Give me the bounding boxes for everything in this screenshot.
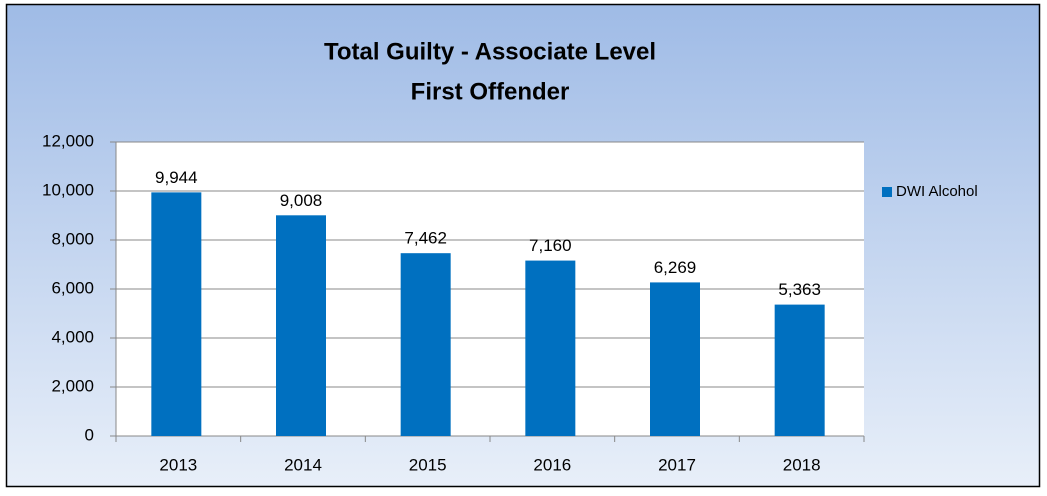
- x-tick-label: 2014: [284, 455, 322, 474]
- value-label: 6,269: [654, 258, 697, 277]
- chart-title: Total Guilty - Associate Level: [324, 38, 656, 65]
- bar: [276, 215, 326, 436]
- bar: [151, 192, 202, 436]
- value-label: 7,462: [404, 229, 447, 248]
- y-tick-label: 0: [85, 425, 94, 444]
- x-tick-label: 2016: [533, 455, 571, 474]
- value-label: 9,944: [155, 168, 198, 187]
- bar: [525, 260, 576, 436]
- x-tick-label: 2018: [783, 455, 821, 474]
- y-tick-label: 4,000: [51, 327, 94, 346]
- legend-label: DWI Alcohol: [896, 183, 978, 200]
- y-tick-label: 8,000: [51, 229, 94, 248]
- legend-swatch: [882, 187, 892, 197]
- x-tick-label: 2017: [658, 455, 696, 474]
- x-tick-label: 2015: [409, 455, 447, 474]
- y-tick-label: 10,000: [42, 180, 94, 199]
- bar: [650, 282, 700, 436]
- chart-subtitle: First Offender: [411, 78, 570, 105]
- y-tick-label: 6,000: [51, 278, 94, 297]
- value-label: 9,008: [280, 191, 323, 210]
- bar: [400, 253, 451, 436]
- value-label: 5,363: [778, 280, 821, 299]
- value-label: 7,160: [529, 236, 572, 255]
- x-tick-label: 2013: [159, 455, 197, 474]
- y-tick-label: 12,000: [42, 131, 94, 150]
- bar: [774, 304, 825, 436]
- y-tick-label: 2,000: [51, 376, 94, 395]
